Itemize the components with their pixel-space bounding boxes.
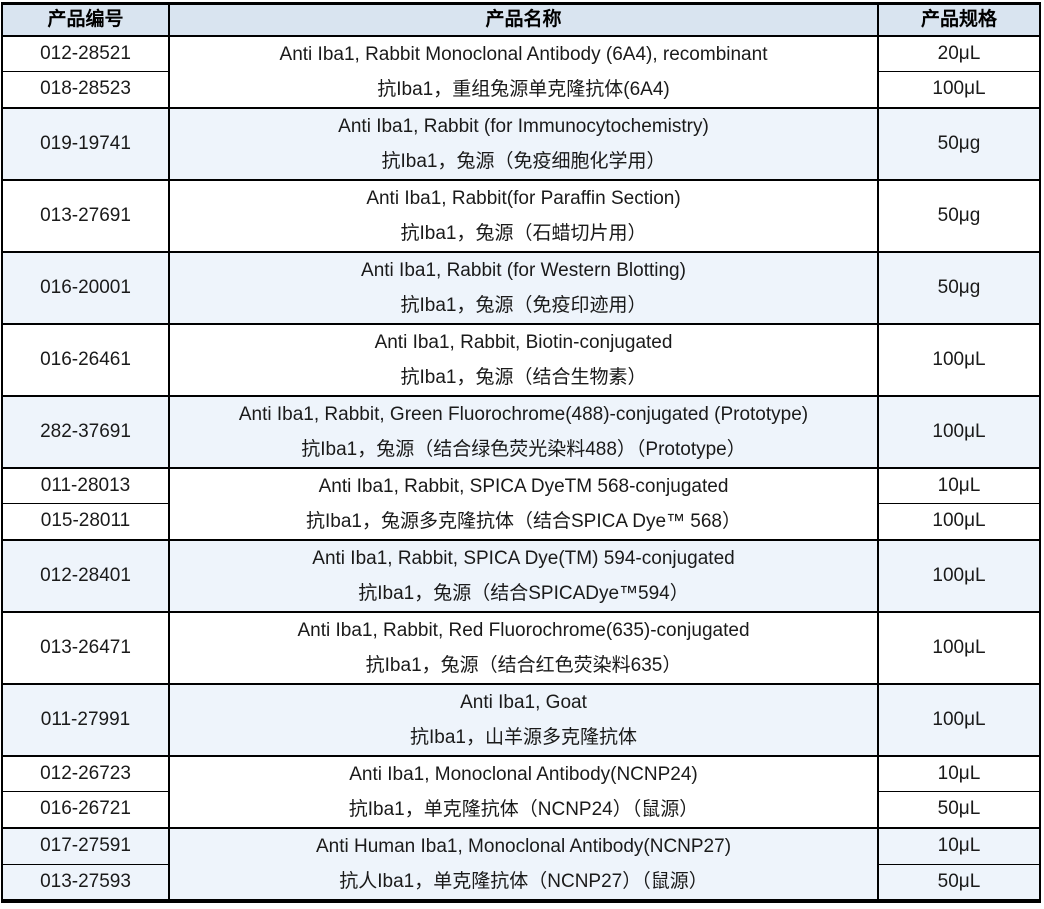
table-row: 016-26461 Anti Iba1, Rabbit, Biotin-conju… — [1, 322, 1041, 397]
table-row: 012-26723 Anti Iba1, Monoclonal Antibody(… — [1, 754, 1041, 829]
product-spec-cell: 50μg — [877, 106, 1041, 181]
column-header-product-name: 产品名称 — [168, 2, 879, 37]
table-row: 013-26471 Anti Iba1, Rabbit, Red Fluoroch… — [1, 610, 1041, 685]
product-spec-cell: 100μL — [877, 71, 1041, 109]
product-spec-cell: 100μL — [877, 322, 1041, 397]
table-body: 012-28521 Anti Iba1, Rabbit Monoclonal An… — [1, 34, 1041, 902]
product-code-cell: 019-19741 — [1, 106, 170, 181]
product-name-en: Anti Iba1, Rabbit, Red Fluorochrome(635)… — [297, 619, 750, 641]
product-spec-cell: 50μg — [877, 178, 1041, 253]
product-name-zh: 抗Iba1，山羊源多克隆抗体 — [410, 726, 637, 748]
product-code-cell: 016-26721 — [1, 791, 170, 829]
product-name-en: Anti Iba1, Rabbit, SPICA DyeTM 568-conju… — [318, 475, 729, 497]
product-code-cell: 015-28011 — [1, 503, 170, 541]
table-row: 012-28401 Anti Iba1, Rabbit, SPICA Dye(TM… — [1, 538, 1041, 613]
product-code-cell: 011-28013 — [1, 466, 170, 504]
product-name-cell: Anti Iba1, Rabbit, SPICA Dye(TM) 594-con… — [168, 538, 879, 613]
product-name-cell: Anti Iba1, Rabbit (for Western Blotting)… — [168, 250, 879, 325]
product-name-zh: 抗Iba1，兔源（结合红色荧染料635） — [365, 654, 682, 676]
column-header-product-spec: 产品规格 — [877, 2, 1041, 37]
product-code-cell: 013-27691 — [1, 178, 170, 253]
product-code-cell: 282-37691 — [1, 394, 170, 469]
product-name-cell: Anti Iba1, Rabbit (for Immunocytochemist… — [168, 106, 879, 181]
product-code-cell: 013-26471 — [1, 610, 170, 685]
table-row: 016-20001 Anti Iba1, Rabbit (for Western … — [1, 250, 1041, 325]
product-name-cell: Anti Iba1, Rabbit Monoclonal Antibody (6… — [168, 34, 879, 109]
product-name-cell: Anti Iba1, Rabbit(for Paraffin Section) 抗… — [168, 178, 879, 253]
product-name-en: Anti Iba1, Rabbit (for Immunocytochemist… — [338, 115, 709, 137]
product-name-en: Anti Iba1, Rabbit, Biotin-conjugated — [374, 331, 673, 353]
product-spec-cell: 10μL — [877, 754, 1041, 792]
product-spec-cell: 50μL — [877, 863, 1041, 902]
table-row: 012-28521 Anti Iba1, Rabbit Monoclonal An… — [1, 34, 1041, 109]
product-name-cell: Anti Human Iba1, Monoclonal Antibody(NCN… — [168, 826, 879, 902]
product-code-cell: 017-27591 — [1, 826, 170, 865]
table-row: 017-27591 Anti Human Iba1, Monoclonal Ant… — [1, 826, 1041, 902]
product-spec-cell: 10μL — [877, 826, 1041, 865]
product-name-en: Anti Iba1, Goat — [460, 691, 587, 713]
product-name-en: Anti Iba1, Rabbit(for Paraffin Section) — [366, 187, 681, 209]
product-spec-cell: 20μL — [877, 34, 1041, 72]
product-name-en: Anti Iba1, Rabbit, Green Fluorochrome(48… — [238, 403, 809, 425]
product-spec-cell: 50μg — [877, 250, 1041, 325]
product-name-zh: 抗Iba1，兔源（结合生物素） — [400, 366, 647, 388]
table-row: 016-26721 50μL — [1, 791, 1041, 829]
product-spec-cell: 50μL — [877, 791, 1041, 829]
product-name-cell: Anti Iba1, Rabbit, Green Fluorochrome(48… — [168, 394, 879, 469]
product-code-cell: 016-26461 — [1, 322, 170, 397]
product-name-en: Anti Iba1, Rabbit (for Western Blotting) — [361, 259, 686, 281]
header-row: 产品编号 产品名称 产品规格 — [1, 2, 1041, 37]
product-name-zh: 抗Iba1，兔源（石蜡切片用） — [400, 222, 647, 244]
product-name-cell: Anti Iba1, Rabbit, Red Fluorochrome(635)… — [168, 610, 879, 685]
product-name-zh: 抗Iba1，兔源（结合绿色荧光染料488）（Prototype） — [301, 438, 746, 460]
table-row: 013-27691 Anti Iba1, Rabbit(for Paraffin … — [1, 178, 1041, 253]
product-name-zh: 抗Iba1，兔源（免疫印迹用） — [400, 294, 647, 316]
product-code-cell: 013-27593 — [1, 863, 170, 902]
product-spec-cell: 100μL — [877, 538, 1041, 613]
product-name-en: Anti Iba1, Rabbit, SPICA Dye(TM) 594-con… — [312, 547, 735, 569]
product-name-cell: Anti Iba1, Goat 抗Iba1，山羊源多克隆抗体 — [168, 682, 879, 757]
column-header-product-code: 产品编号 — [1, 2, 170, 37]
product-spec-cell: 100μL — [877, 682, 1041, 757]
product-name-cell: Anti Iba1, Rabbit, Biotin-conjugated 抗Iba… — [168, 322, 879, 397]
product-name-zh: 抗Iba1，兔源（免疫细胞化学用） — [381, 150, 666, 172]
product-name-en: Anti Human Iba1, Monoclonal Antibody(NCN… — [315, 835, 732, 857]
product-code-cell: 012-28521 — [1, 34, 170, 72]
table-row: 018-28523 100μL — [1, 71, 1041, 109]
product-code-cell: 012-26723 — [1, 754, 170, 792]
product-name-zh: 抗Iba1，兔源多克隆抗体（结合SPICA Dye™ 568） — [306, 510, 741, 532]
table-row: 015-28011 100μL — [1, 503, 1041, 541]
product-name-zh: 抗Iba1，重组兔源单克隆抗体(6A4) — [377, 78, 670, 100]
product-name-zh: 抗人Iba1，单克隆抗体（NCNP27）（鼠源） — [339, 870, 708, 892]
product-code-cell: 011-27991 — [1, 682, 170, 757]
product-spec-cell: 100μL — [877, 503, 1041, 541]
product-spec-cell: 100μL — [877, 610, 1041, 685]
table-row: 019-19741 Anti Iba1, Rabbit (for Immunocy… — [1, 106, 1041, 181]
product-name-en: Anti Iba1, Rabbit Monoclonal Antibody (6… — [279, 43, 768, 65]
product-name-en: Anti Iba1, Monoclonal Antibody(NCNP24) — [349, 763, 698, 785]
product-name-zh: 抗Iba1，单克隆抗体（NCNP24）（鼠源） — [348, 798, 699, 820]
product-name-cell: Anti Iba1, Rabbit, SPICA DyeTM 568-conju… — [168, 466, 879, 541]
product-spec-cell: 10μL — [877, 466, 1041, 504]
table-row: 013-27593 50μL — [1, 863, 1041, 902]
table-row: 282-37691 Anti Iba1, Rabbit, Green Fluoro… — [1, 394, 1041, 469]
product-spec-cell: 100μL — [877, 394, 1041, 469]
table-row: 011-27991 Anti Iba1, Goat 抗Iba1，山羊源多克隆抗体 10… — [1, 682, 1041, 757]
product-name-zh: 抗Iba1，兔源（结合SPICADye™594） — [358, 582, 689, 604]
product-code-cell: 012-28401 — [1, 538, 170, 613]
product-code-cell: 018-28523 — [1, 71, 170, 109]
table-header: 产品编号 产品名称 产品规格 — [1, 2, 1041, 37]
product-name-cell: Anti Iba1, Monoclonal Antibody(NCNP24) 抗I… — [168, 754, 879, 829]
table-row: 011-28013 Anti Iba1, Rabbit, SPICA DyeTM … — [1, 466, 1041, 541]
product-code-cell: 016-20001 — [1, 250, 170, 325]
